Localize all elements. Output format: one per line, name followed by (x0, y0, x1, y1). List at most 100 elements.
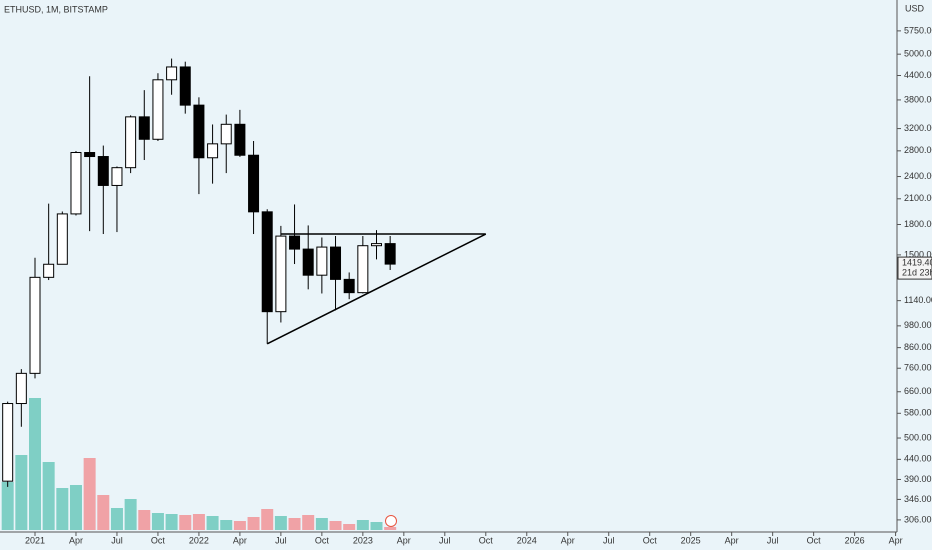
volume-bar (233, 521, 246, 530)
x-tick-label: Oct (479, 535, 494, 545)
x-tick-label: Jul (767, 535, 779, 545)
y-tick-label: 660.00 (904, 386, 932, 396)
y-tick-label: 2100.00 (904, 193, 932, 203)
candle-body (193, 104, 205, 159)
volume-bar (220, 520, 233, 530)
event-icon[interactable] (385, 515, 397, 527)
y-tick-label: 860.00 (904, 342, 932, 352)
y-tick-label: 580.00 (904, 408, 932, 418)
candle-body (2, 403, 14, 482)
candle-body (302, 248, 314, 276)
volume-bar (247, 517, 260, 530)
volume-bar (302, 515, 315, 530)
volume-bar (138, 510, 151, 530)
x-tick-label: Jul (439, 535, 451, 545)
y-tick-label: 440.00 (904, 454, 932, 464)
x-tick-label: Jul (603, 535, 615, 545)
volume-bar (274, 516, 287, 530)
volume-bar (29, 398, 41, 530)
volume-bar (15, 455, 28, 530)
volume-bar (151, 513, 164, 530)
candle-body (371, 243, 382, 247)
x-tick-label: Apr (889, 535, 903, 545)
volume-bar (42, 462, 55, 530)
currency-label: USD (905, 3, 925, 13)
candle-body (330, 246, 342, 280)
candle-body (316, 246, 328, 276)
candle-body (220, 123, 232, 145)
candle-body (207, 143, 219, 159)
x-tick-label: Oct (315, 535, 330, 545)
y-tick-label: 390.00 (904, 474, 932, 484)
y-tick-label: 760.00 (904, 363, 932, 373)
volume-bar (315, 518, 328, 530)
candle-body (56, 213, 68, 265)
candle-body (125, 116, 137, 169)
candle-body (343, 278, 355, 294)
x-tick-label: Apr (725, 535, 739, 545)
volume-bar (384, 527, 397, 530)
candle-body (234, 123, 246, 156)
x-tick-label: 2025 (681, 535, 701, 545)
price-tag-box (897, 256, 932, 280)
volume-bar (56, 488, 69, 530)
volume-bar (179, 515, 192, 530)
x-tick-label: 2026 (845, 535, 865, 545)
candle-body (70, 152, 82, 215)
candle-body (15, 372, 27, 405)
candle-body (43, 263, 55, 278)
candle-body (111, 167, 123, 186)
volume-bar (69, 485, 82, 530)
candle-body (138, 116, 150, 140)
x-tick-label: Apr (233, 535, 247, 545)
y-tick-label: 4400.00 (904, 70, 932, 80)
volume-bar (165, 514, 178, 530)
candle-body (248, 154, 260, 213)
y-tick-label: 1500.00 (904, 249, 932, 259)
trend-line (266, 233, 487, 345)
volume-bar (370, 522, 383, 530)
candle-body (384, 243, 396, 265)
x-tick-label: Apr (561, 535, 575, 545)
volume-bar (261, 509, 274, 530)
y-tick-label: 306.00 (904, 514, 932, 524)
x-tick-label: Jul (275, 535, 287, 545)
candle-body (84, 152, 96, 158)
candle-body (166, 66, 178, 81)
y-tick-label: 1140.00 (904, 295, 932, 305)
candle-body (152, 79, 164, 140)
y-tick-label: 1800.00 (904, 219, 932, 229)
volume-bar (110, 508, 123, 530)
volume-bar (124, 499, 137, 530)
candle-body (289, 235, 301, 250)
volume-bar (329, 521, 342, 530)
candle-body (357, 245, 369, 294)
x-tick-label: 2021 (25, 535, 45, 545)
volume-bar (83, 458, 96, 530)
volume-bar (1, 482, 14, 530)
volume-bar (288, 518, 301, 530)
x-tick-label: Jul (111, 535, 123, 545)
volume-bar (356, 520, 369, 530)
volume-bar (97, 495, 110, 530)
y-tick-label: 980.00 (904, 320, 932, 330)
price-tag: 1419.40 (902, 257, 932, 267)
countdown: 21d 23h (902, 267, 932, 277)
y-tick-label: 346.00 (904, 494, 932, 504)
y-tick-label: 3800.00 (904, 94, 932, 104)
x-tick-label: Oct (151, 535, 166, 545)
y-tick-label: 5750.00 (904, 25, 932, 35)
x-tick-label: 2024 (517, 535, 537, 545)
candle-body (261, 211, 273, 313)
y-tick-label: 2400.00 (904, 171, 932, 181)
candle-body (29, 276, 41, 374)
x-tick-label: 2023 (353, 535, 373, 545)
candle-body (275, 235, 287, 313)
y-tick-label: 3200.00 (904, 123, 932, 133)
x-tick-label: Oct (643, 535, 658, 545)
x-tick-label: Apr (69, 535, 83, 545)
chart-title: ETHUSD, 1M, BITSTAMP (4, 4, 108, 14)
x-tick-label: 2022 (189, 535, 209, 545)
y-tick-label: 500.00 (904, 432, 932, 442)
